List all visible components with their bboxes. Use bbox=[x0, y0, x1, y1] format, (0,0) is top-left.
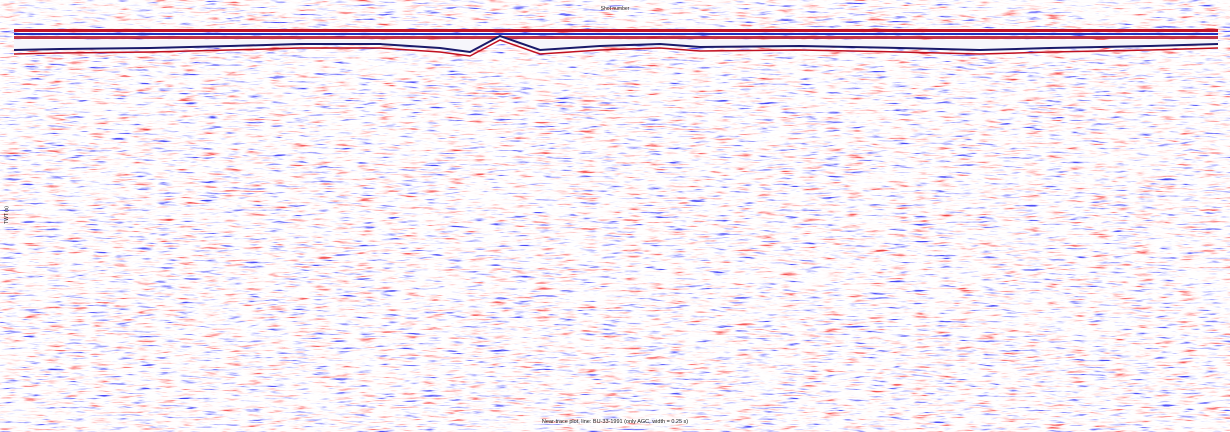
y-axis-label: TWT (s) bbox=[4, 206, 10, 224]
plot-caption: Near-trace plot, line: BU-33-1991 (only … bbox=[542, 419, 688, 425]
seafloor-reflector bbox=[13, 39, 1219, 57]
top-stripe bbox=[14, 29, 1218, 32]
seismic-section bbox=[14, 40, 1218, 416]
top-stripe bbox=[14, 33, 1218, 35]
x-axis-label: Shot number bbox=[601, 6, 630, 12]
seafloor-reflector bbox=[13, 34, 1219, 54]
top-stripe bbox=[14, 36, 1218, 39]
